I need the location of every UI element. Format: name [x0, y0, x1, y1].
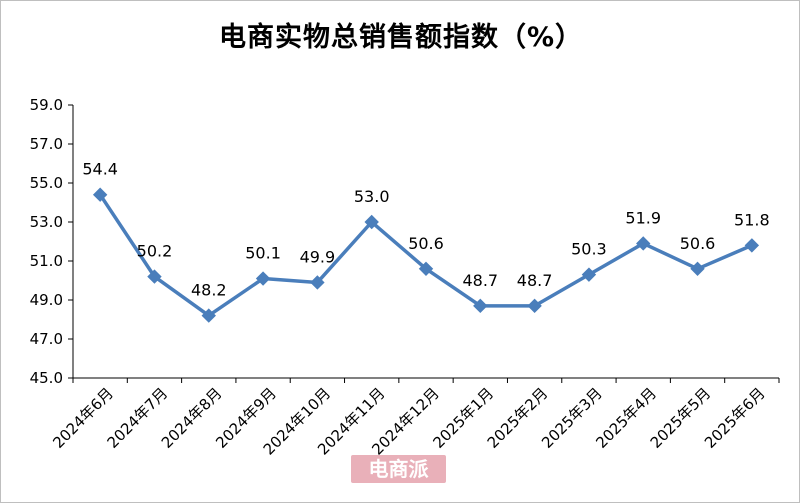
data-label: 50.6 — [680, 234, 716, 253]
y-tick-label: 49.0 — [30, 291, 63, 309]
data-point-marker — [418, 261, 434, 277]
data-point-marker — [473, 298, 488, 314]
chart-title: 电商实物总销售额指数（%） — [218, 22, 584, 53]
data-label: 54.4 — [82, 160, 118, 179]
data-label: 50.2 — [137, 242, 173, 261]
data-label: 50.6 — [408, 234, 444, 253]
data-point-marker — [527, 298, 542, 314]
data-label: 53.0 — [354, 187, 390, 206]
y-tick-label: 55.0 — [30, 174, 63, 192]
data-point-marker — [690, 261, 705, 277]
data-label: 50.3 — [571, 240, 607, 259]
data-label: 51.9 — [625, 208, 661, 227]
data-point-marker — [201, 308, 216, 323]
data-label: 51.8 — [734, 210, 770, 229]
data-label: 49.9 — [300, 247, 336, 266]
data-point-marker — [581, 267, 597, 282]
data-point-marker — [636, 236, 651, 251]
data-point-marker — [92, 187, 108, 202]
data-point-marker — [310, 275, 325, 290]
data-label: 48.7 — [462, 271, 498, 290]
data-label: 48.2 — [191, 281, 227, 300]
y-tick-label: 53.0 — [30, 213, 63, 231]
data-point-marker — [364, 214, 379, 230]
y-tick-label: 45.0 — [30, 369, 63, 387]
watermark-logo: 电商派 — [351, 455, 446, 483]
y-tick-label: 59.0 — [30, 96, 63, 114]
data-point-marker — [744, 238, 760, 253]
y-tick-label: 47.0 — [30, 330, 63, 348]
data-label: 50.1 — [245, 244, 281, 263]
y-tick-label: 57.0 — [30, 135, 63, 153]
data-label: 48.7 — [517, 271, 553, 290]
y-tick-label: 51.0 — [30, 252, 63, 270]
data-point-marker — [147, 269, 162, 284]
data-point-marker — [255, 271, 271, 286]
